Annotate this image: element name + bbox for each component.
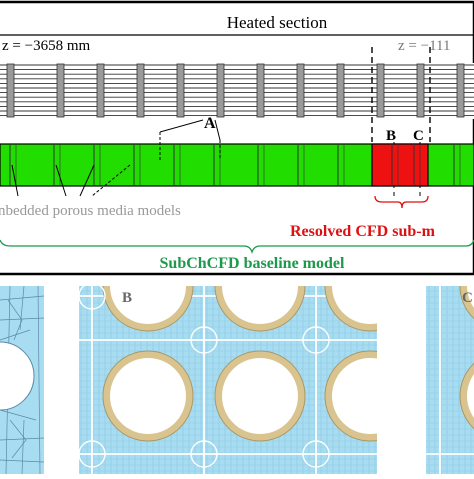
sub-model-guides [371,47,431,196]
spacer-grid [6,63,15,118]
rod-bundle [0,63,474,119]
spacer-grid [456,63,465,118]
spacer-grid [416,63,425,118]
spacer-grid [376,63,385,118]
bottom-panel: B C [0,286,474,474]
submodel-c-label: C [462,290,473,306]
submodel-c: C [426,286,474,474]
resolved-brace [374,195,429,209]
mesh-left [0,286,44,474]
z-end-label: z = −111 [398,38,450,54]
rods-b [102,286,377,442]
baseline-brace [0,239,474,255]
top-panel-border [0,0,474,276]
spacer-grid [136,63,145,118]
submodel-b: B [79,286,377,474]
spacer-grids [6,63,465,118]
heated-section-label: Heated section [227,13,328,32]
spacer-grid [56,63,65,118]
label-b: B [386,128,396,144]
resolved-cfd-region [371,143,429,187]
spacer-grid [216,63,225,118]
spacer-grid [336,63,345,118]
porous-media-label: nbedded porous media models [0,203,181,219]
spacer-grid-lines-b [79,286,377,474]
submodel-b-label: B [122,290,132,306]
top-panel: Heated section z = −3658 mm z = −111 A [0,0,474,276]
resolved-cfd-label: Resolved CFD sub-m [290,223,436,240]
porous-strip [0,143,474,187]
strip-segment-lines [9,144,461,186]
spacer-grid [296,63,305,118]
spacer-grid [176,63,185,118]
label-a-pointers [159,119,221,160]
spacer-grid [96,63,105,118]
grid-small-circles-b [79,286,330,468]
fuel-rod-lines [0,64,474,117]
z-start-label: z = −3658 mm [2,38,90,54]
porous-pointers [11,164,131,197]
label-a: A [204,115,216,132]
spacer-grid [256,63,265,118]
label-c: C [413,128,424,144]
baseline-model-label: SubChCFD baseline model [160,255,345,272]
